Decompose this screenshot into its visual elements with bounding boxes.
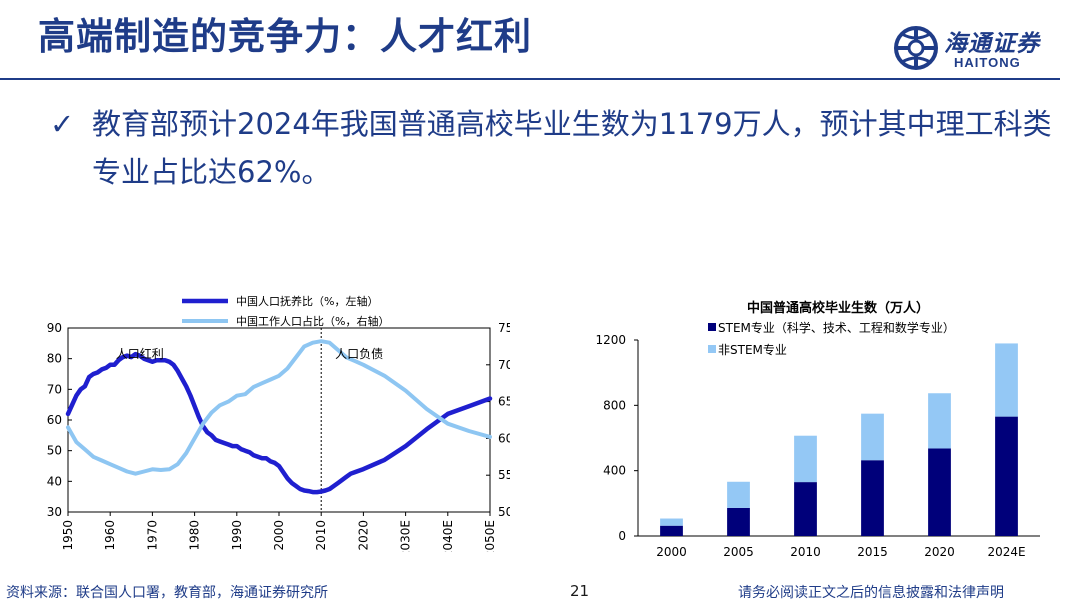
- y-axis-tick-label: 800: [603, 398, 626, 412]
- right-axis-tick-label: 50: [498, 505, 510, 519]
- left-axis-tick-label: 30: [47, 505, 62, 519]
- left-axis-tick-label: 60: [47, 413, 62, 427]
- x-axis-tick-label: 1970: [145, 520, 159, 551]
- x-axis-tick-label: 2000: [656, 545, 687, 559]
- non-stem-bar: [660, 518, 683, 526]
- dependency-ratio-line-chart: 30 40 50 60 70 80 90 50 55 60 65 70 75 1950 1960 1970 19…: [47, 294, 510, 552]
- working-population-series-line: [66, 339, 492, 476]
- legend-label: 非STEM专业: [718, 342, 787, 357]
- right-axis-tick-label: 70: [498, 358, 510, 372]
- graduates-bar-chart: 中国普通高校毕业生数（万人） 0 400 800 1200 2000 2005 2010 201…: [595, 300, 1040, 559]
- x-axis-tick-label: 2010: [314, 520, 328, 551]
- left-axis-tick-label: 70: [47, 382, 62, 396]
- stem-bar: [928, 448, 951, 536]
- x-axis-tick-label: 2040E: [441, 520, 455, 552]
- legend-swatch: [708, 345, 716, 353]
- key-point-text: 教育部预计2024年我国普通高校毕业生数为1179万人，预计其中理工科类专业占比…: [92, 107, 1052, 189]
- legend-label: STEM专业（科学、技术、工程和数学专业）: [718, 320, 955, 335]
- x-axis-tick-label: 2024E: [987, 545, 1025, 559]
- page-number: 21: [570, 582, 590, 600]
- stem-bar: [794, 482, 817, 536]
- haitong-emblem-icon: [894, 26, 938, 70]
- page-title: 高端制造的竞争力：人才红利: [38, 14, 532, 58]
- non-stem-bar: [928, 393, 951, 449]
- legend-swatch: [708, 323, 716, 331]
- left-axis-tick-label: 80: [47, 352, 62, 366]
- right-axis-tick-label: 75: [498, 321, 510, 335]
- x-axis-tick-label: 2030E: [399, 520, 413, 552]
- legend-label: 中国工作人口占比（%，右轴）: [236, 314, 389, 328]
- logo-english-text: HAITONG: [954, 55, 1021, 70]
- disclaimer-note: 请务必阅读正文之后的信息披露和法律声明: [738, 585, 1004, 601]
- stem-bar: [995, 416, 1018, 536]
- left-axis-tick-label: 40: [47, 474, 62, 488]
- x-axis-tick-label: 2050E: [483, 520, 497, 552]
- legend-label: 中国人口抚养比（%，左轴）: [236, 294, 378, 308]
- non-stem-bar: [727, 481, 750, 508]
- right-axis-tick-label: 55: [498, 468, 510, 482]
- left-axis-tick-label: 50: [47, 444, 62, 458]
- x-axis-tick-label: 2020: [356, 520, 370, 551]
- chart-annotation: 人口红利: [116, 346, 164, 361]
- y-axis-tick-label: 0: [618, 529, 626, 543]
- x-axis-tick-label: 1950: [61, 520, 75, 551]
- x-axis-tick-label: 1990: [230, 520, 244, 551]
- non-stem-bar: [794, 435, 817, 483]
- bar-chart-title: 中国普通高校毕业生数（万人）: [747, 300, 929, 316]
- title-divider: [0, 78, 1060, 80]
- checkmark-icon: ✓: [50, 107, 75, 141]
- x-axis-tick-label: 1960: [103, 520, 117, 551]
- right-axis-tick-label: 60: [498, 431, 510, 445]
- right-axis-tick-label: 65: [498, 395, 510, 409]
- x-axis-tick-label: 2005: [723, 545, 754, 559]
- non-stem-bar: [995, 343, 1018, 417]
- y-axis-tick-label: 1200: [595, 333, 626, 347]
- x-axis-tick-label: 1980: [188, 520, 202, 551]
- chart-annotation: 人口负债: [335, 347, 383, 361]
- stem-bar: [861, 460, 884, 536]
- y-axis-tick-label: 400: [603, 464, 626, 478]
- x-axis-tick-label: 2020: [924, 545, 955, 559]
- stem-bar: [727, 507, 750, 536]
- dependency-ratio-series-line: [65, 351, 493, 495]
- left-axis-tick-label: 90: [47, 321, 62, 335]
- source-note: 资料来源：联合国人口署，教育部，海通证券研究所: [6, 585, 328, 601]
- non-stem-bar: [861, 413, 884, 461]
- x-axis-tick-label: 2015: [857, 545, 888, 559]
- logo-chinese-text: 海通证券: [944, 30, 1040, 57]
- stem-bar: [660, 525, 683, 536]
- x-axis-tick-label: 2000: [272, 520, 286, 551]
- company-logo: 海通证券 HAITONG: [892, 24, 1052, 72]
- x-axis-tick-label: 2010: [790, 545, 821, 559]
